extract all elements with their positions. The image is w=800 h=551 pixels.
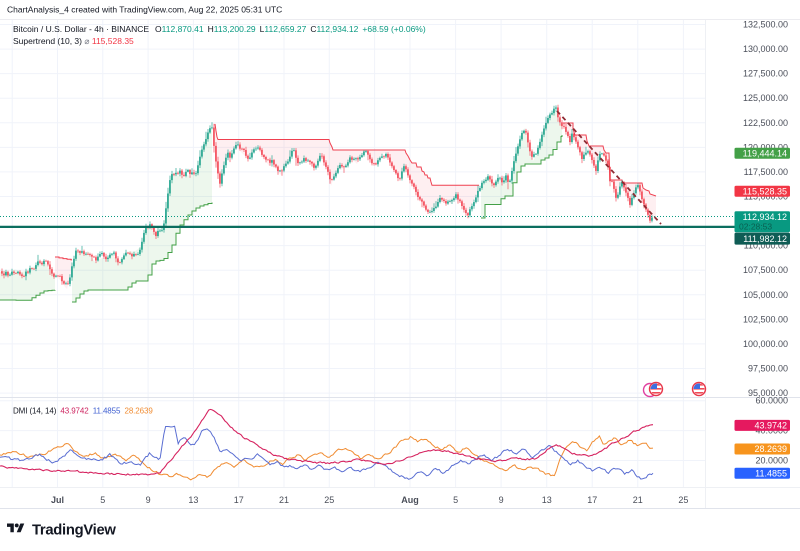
svg-text:102,500.00: 102,500.00 [743, 314, 788, 324]
svg-text:5: 5 [100, 495, 105, 505]
svg-text:17: 17 [234, 495, 244, 505]
svg-text:9: 9 [499, 495, 504, 505]
svg-text:119,444.14: 119,444.14 [743, 149, 787, 159]
svg-text:ChartAnalysis_4 created with T: ChartAnalysis_4 created with TradingView… [7, 5, 282, 15]
svg-text:11.4855: 11.4855 [755, 469, 787, 479]
svg-text:115,528.35: 115,528.35 [743, 187, 787, 197]
svg-text:13: 13 [188, 495, 198, 505]
svg-text:25: 25 [324, 495, 334, 505]
svg-text:122,500.00: 122,500.00 [743, 118, 788, 128]
svg-text:125,000.00: 125,000.00 [743, 93, 788, 103]
svg-text:Jul: Jul [51, 495, 64, 505]
svg-text:110,000.00: 110,000.00 [744, 241, 788, 251]
svg-text:13: 13 [542, 495, 552, 505]
svg-text:25: 25 [678, 495, 688, 505]
svg-text:Aug: Aug [401, 495, 419, 505]
svg-text:DMI (14, 14) 43.9742 11.4855 2: DMI (14, 14) 43.9742 11.4855 28.2639 [13, 407, 153, 416]
svg-text:28.2639: 28.2639 [754, 444, 787, 454]
svg-text:120,000.00: 120,000.00 [743, 142, 788, 152]
svg-text:100,000.00: 100,000.00 [743, 339, 788, 349]
svg-text:60.0000: 60.0000 [755, 396, 788, 406]
svg-text:43.9742: 43.9742 [754, 421, 787, 431]
svg-text:97,500.00: 97,500.00 [748, 364, 788, 374]
svg-text:9: 9 [146, 495, 151, 505]
svg-text:21: 21 [633, 495, 643, 505]
svg-text:127,500.00: 127,500.00 [743, 69, 788, 79]
svg-text:Bitcoin / U.S. Dollar - 4h · B: Bitcoin / U.S. Dollar - 4h · BINANCE O112… [13, 24, 426, 34]
svg-text:132,500.00: 132,500.00 [743, 20, 788, 30]
svg-text:20.0000: 20.0000 [755, 456, 788, 466]
svg-text:107,500.00: 107,500.00 [743, 265, 788, 275]
svg-text:02:28:53: 02:28:53 [739, 222, 772, 232]
svg-text:95,000.00: 95,000.00 [748, 388, 788, 398]
svg-text:Supertrend (10, 3) ⌀ 115,528.3: Supertrend (10, 3) ⌀ 115,528.35 [13, 36, 134, 46]
svg-text:112,934.12: 112,934.12 [743, 212, 787, 222]
svg-text:TradingView: TradingView [32, 523, 116, 539]
svg-text:17: 17 [587, 495, 597, 505]
svg-text:130,000.00: 130,000.00 [743, 44, 788, 54]
svg-text:105,000.00: 105,000.00 [743, 290, 788, 300]
svg-text:5: 5 [453, 495, 458, 505]
svg-text:117,500.00: 117,500.00 [744, 167, 788, 177]
svg-text:111,982.12: 111,982.12 [743, 234, 787, 244]
svg-text:21: 21 [279, 495, 289, 505]
